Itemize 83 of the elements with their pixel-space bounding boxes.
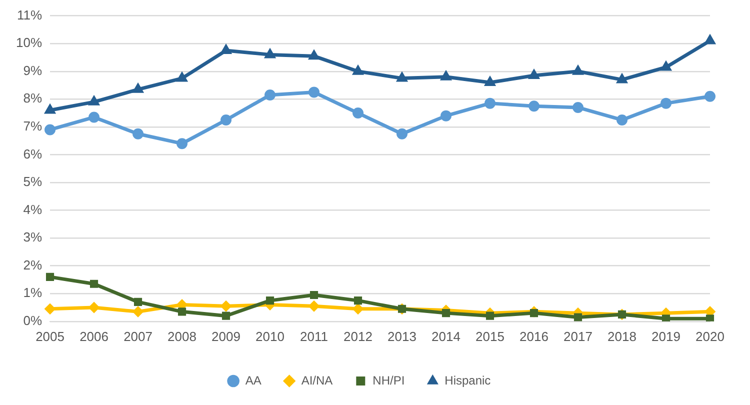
x-tick-label: 2010 bbox=[256, 328, 284, 344]
y-tick-label: 9% bbox=[23, 62, 42, 78]
point bbox=[310, 290, 318, 300]
point bbox=[662, 314, 670, 322]
point bbox=[530, 309, 538, 318]
point bbox=[352, 303, 364, 314]
point bbox=[704, 34, 716, 44]
point bbox=[266, 296, 274, 305]
x-tick-label: 2016 bbox=[520, 328, 548, 344]
point bbox=[442, 309, 450, 318]
point bbox=[220, 44, 232, 54]
point bbox=[440, 70, 452, 80]
x-tick-label: 2008 bbox=[168, 328, 196, 344]
point bbox=[46, 272, 54, 281]
point bbox=[44, 104, 56, 114]
point bbox=[132, 306, 144, 318]
point bbox=[176, 72, 188, 82]
point bbox=[706, 314, 714, 322]
point bbox=[574, 313, 582, 322]
point bbox=[528, 69, 540, 80]
point bbox=[308, 300, 320, 312]
x-tick-label: 2015 bbox=[476, 328, 504, 344]
x-tick-label: 2019 bbox=[652, 328, 680, 344]
point bbox=[132, 82, 144, 93]
y-tick-label: 6% bbox=[23, 146, 42, 162]
y-tick-label: 11% bbox=[16, 7, 42, 22]
y-tick-label: 7% bbox=[23, 118, 42, 134]
point bbox=[178, 308, 186, 316]
x-tick-label: 2005 bbox=[36, 328, 64, 344]
point bbox=[660, 60, 672, 71]
point bbox=[308, 86, 320, 98]
point bbox=[220, 300, 232, 312]
point bbox=[704, 90, 716, 102]
point bbox=[88, 112, 100, 123]
legend-label: AA bbox=[245, 373, 262, 388]
y-tick-label: 0% bbox=[23, 312, 42, 328]
y-tick-label: 2% bbox=[23, 257, 42, 272]
x-tick-label: 2006 bbox=[80, 328, 108, 344]
x-tick-label: 2007 bbox=[124, 328, 152, 344]
point bbox=[222, 312, 230, 320]
point bbox=[484, 98, 496, 109]
x-tick-label: 2012 bbox=[344, 328, 372, 344]
y-tick-label: 1% bbox=[23, 285, 42, 300]
x-tick-label: 2014 bbox=[432, 328, 460, 344]
legend-label: Hispanic bbox=[444, 373, 491, 388]
y-tick-label: 5% bbox=[23, 174, 42, 190]
x-tick-label: 2020 bbox=[696, 328, 724, 344]
point bbox=[616, 73, 628, 84]
point bbox=[486, 312, 494, 320]
point bbox=[354, 296, 362, 305]
point bbox=[308, 50, 320, 60]
point bbox=[176, 138, 188, 150]
point bbox=[90, 280, 98, 288]
x-tick-label: 2009 bbox=[212, 328, 240, 344]
point bbox=[396, 72, 408, 82]
point bbox=[572, 64, 584, 75]
legend-label: NH/PI bbox=[372, 373, 405, 388]
point bbox=[44, 124, 56, 136]
legend-label: AI/NA bbox=[301, 373, 333, 388]
point bbox=[484, 76, 496, 86]
point bbox=[616, 114, 628, 126]
x-tick-label: 2013 bbox=[388, 328, 416, 344]
point bbox=[396, 128, 408, 140]
point bbox=[352, 108, 364, 119]
point bbox=[132, 128, 144, 140]
x-tick-label: 2011 bbox=[300, 328, 328, 344]
point bbox=[134, 298, 142, 306]
point bbox=[88, 95, 100, 106]
x-tick-label: 2017 bbox=[564, 328, 592, 344]
x-tick-label: 2018 bbox=[608, 328, 636, 344]
y-tick-label: 3% bbox=[23, 230, 42, 245]
point bbox=[440, 110, 452, 122]
y-tick-label: 10% bbox=[16, 35, 42, 50]
point bbox=[660, 98, 672, 109]
point bbox=[572, 102, 584, 113]
point bbox=[264, 89, 276, 100]
point bbox=[352, 64, 364, 75]
point bbox=[264, 48, 276, 58]
y-tick-label: 4% bbox=[23, 202, 42, 217]
point bbox=[88, 302, 100, 314]
point bbox=[220, 114, 232, 126]
y-tick-label: 8% bbox=[23, 90, 42, 106]
point bbox=[528, 100, 540, 112]
